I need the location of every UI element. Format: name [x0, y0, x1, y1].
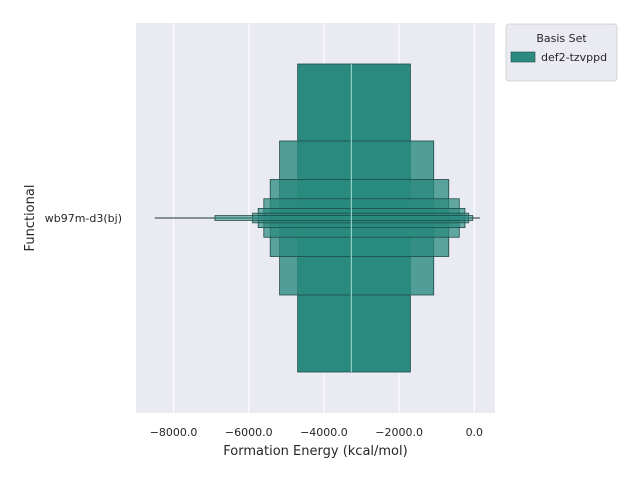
x-tick-label: −6000.0 — [225, 426, 273, 439]
x-tick-label: −2000.0 — [375, 426, 423, 439]
y-tick-label: wb97m-d3(bj) — [45, 212, 122, 225]
y-axis-title: Functional — [23, 185, 38, 252]
legend-swatch — [510, 51, 536, 63]
legend-title: Basis Set — [536, 32, 587, 45]
x-tick-label: −4000.0 — [300, 426, 348, 439]
x-axis-title: Formation Energy (kcal/mol) — [223, 444, 407, 459]
legend-entries: def2-tzvppd — [510, 51, 607, 64]
boxen-box — [214, 215, 474, 221]
x-axis-ticks: −8000.0 −6000.0 −4000.0 −2000.0 0.0 — [150, 426, 483, 439]
y-axis-ticks: wb97m-d3(bj) — [45, 212, 122, 225]
boxen-marks — [154, 63, 480, 373]
legend: Basis Set def2-tzvppd — [505, 23, 618, 82]
legend-frame — [505, 23, 618, 82]
legend-label: def2-tzvppd — [541, 51, 607, 64]
x-tick-label: 0.0 — [466, 426, 484, 439]
x-tick-label: −8000.0 — [150, 426, 198, 439]
